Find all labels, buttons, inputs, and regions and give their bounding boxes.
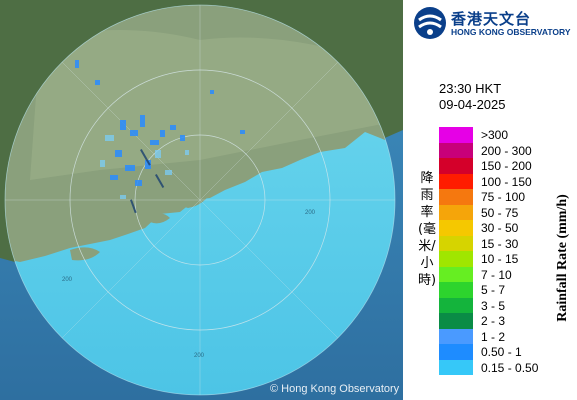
legend-color-swatch [439, 328, 473, 344]
hko-logo: 香港天文台 HONG KONG OBSERVATORY [413, 6, 573, 40]
legend-range-label: 5 - 7 [481, 283, 506, 297]
org-name-chinese: 香港天文台 [451, 10, 532, 28]
legend-color-swatch [439, 220, 473, 236]
legend-color-swatch [439, 158, 473, 174]
legend-range-label: >300 [481, 128, 509, 142]
legend-color-swatch [439, 282, 473, 298]
legend-range-label: 2 - 3 [481, 314, 506, 328]
radar-date: 09-04-2025 [439, 97, 506, 112]
legend-range-label: 75 - 100 [481, 190, 526, 204]
legend-range-label: 50 - 75 [481, 205, 519, 220]
legend-color-swatch [439, 266, 473, 282]
legend-range-label: 0.50 - 1 [481, 345, 522, 359]
radar-map: 200 200 200 © Hong Kong Observatory [0, 0, 403, 400]
legend-range-label: 1 - 2 [481, 329, 506, 344]
legend-color-swatch [439, 313, 473, 329]
legend-color-swatch [439, 359, 473, 375]
legend-color-swatch [439, 251, 473, 267]
legend-range-label: 15 - 30 [481, 236, 519, 251]
radar-time: 23:30 HKT [439, 81, 502, 96]
legend-color-swatch [439, 142, 473, 158]
range-ring-label: 200 [62, 277, 73, 283]
legend-range-label: 150 - 200 [481, 159, 532, 173]
info-panel: 香港天文台 HONG KONG OBSERVATORY 23:30 HKT 09… [403, 0, 577, 400]
legend-color-swatch [439, 344, 473, 360]
copyright-notice: © Hong Kong Observatory [270, 383, 400, 395]
legend-title-english: Rainfall Rate (mm/h) [555, 194, 570, 322]
legend-range-label: 0.15 - 0.50 [481, 360, 539, 375]
range-ring-label: 200 [194, 353, 205, 359]
range-ring-label: 200 [305, 210, 316, 216]
legend-color-swatch [439, 235, 473, 251]
radar-coverage-disc: 200 200 200 [5, 5, 395, 395]
legend-color-swatch [439, 173, 473, 189]
org-name-english: HONG KONG OBSERVATORY [451, 27, 571, 37]
legend-color-swatch [439, 189, 473, 205]
radar-map-image: 200 200 200 [0, 0, 403, 400]
legend-color-swatch [439, 297, 473, 313]
legend-color-swatch [439, 127, 473, 143]
legend-range-label: 30 - 50 [481, 221, 519, 235]
legend-title-chinese: 降雨率(毫米/小時) [417, 171, 437, 288]
hko-logo-icon [414, 7, 446, 39]
legend-color-swatch [439, 204, 473, 220]
legend-range-label: 10 - 15 [481, 252, 519, 266]
legend-range-label: 200 - 300 [481, 143, 532, 158]
legend-range-label: 7 - 10 [481, 267, 512, 282]
legend-range-label: 3 - 5 [481, 298, 506, 313]
legend-range-label: 100 - 150 [481, 174, 532, 189]
